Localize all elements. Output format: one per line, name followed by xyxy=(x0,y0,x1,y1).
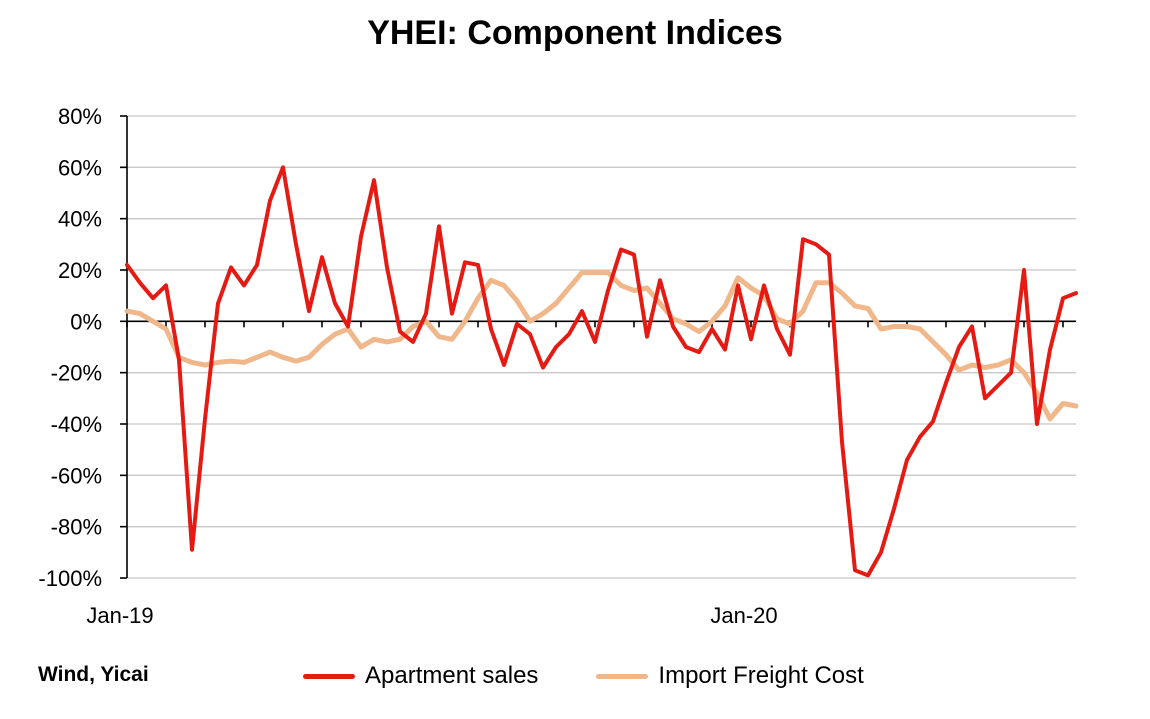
x-tick-label: Jan-19 xyxy=(86,603,153,628)
y-tick-label: -20% xyxy=(51,361,102,386)
legend-swatch-apartment-sales xyxy=(303,673,355,679)
chart-title: YHEI: Component Indices xyxy=(367,14,783,52)
y-tick-label: 60% xyxy=(58,155,102,180)
legend-label-import-freight-cost: Import Freight Cost xyxy=(658,662,864,689)
x-tick-label: Jan-20 xyxy=(710,603,777,628)
y-tick-label: 80% xyxy=(58,104,102,129)
y-tick-label: 20% xyxy=(58,258,102,283)
y-tick-label: -80% xyxy=(51,515,102,540)
y-tick-label: 40% xyxy=(58,207,102,232)
source-note: Wind, Yicai xyxy=(38,663,149,686)
legend-label-apartment-sales: Apartment sales xyxy=(365,662,539,689)
legend-item-import-freight-cost: Import Freight Cost xyxy=(596,662,864,690)
legend-swatch-import-freight-cost xyxy=(596,673,649,679)
y-tick-label: -60% xyxy=(51,463,102,488)
series-line-import-freight-cost xyxy=(124,270,1079,422)
series-line-apartment-sales xyxy=(125,165,1078,578)
y-tick-label: 0% xyxy=(70,309,102,334)
legend: Apartment sales Import Freight Cost xyxy=(303,662,922,690)
legend-item-apartment-sales: Apartment sales xyxy=(303,662,538,690)
y-tick-label: -40% xyxy=(51,412,102,437)
y-tick-label: -100% xyxy=(38,566,102,591)
